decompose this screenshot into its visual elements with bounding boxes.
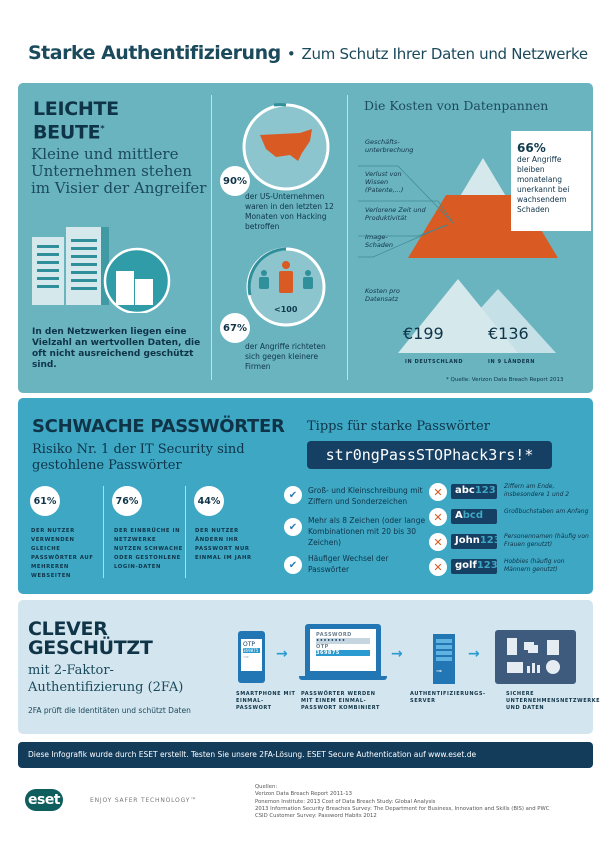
step-caption: Sichere Unternehmensnetzwerke und Daten: [506, 691, 601, 711]
weak-password-example: John123: [451, 534, 501, 549]
example-password: str0ngPassSTOPhack3rs!*: [307, 441, 552, 469]
costs-title: Die Kosten von Datenpannen: [364, 98, 549, 113]
weak-password-reason: Personennamen (häufig von Frauen genutzt…: [504, 533, 589, 548]
germany-value: €199: [403, 324, 444, 343]
cost-label: Verlust von Wissen (Patente,...): [365, 170, 404, 194]
weak-password-example: Abcd: [451, 509, 497, 524]
section-lead: Risiko Nr. 1 der IT Security sind gestoh…: [32, 442, 245, 473]
stat-text: der Nutzer ändern ihr Passwort nur einma…: [195, 528, 252, 561]
source-item: 2013 Information Security Breaches Surve…: [255, 805, 550, 812]
section-2fa: CLEVER GESCHÜTZT mit 2-Faktor-Authentifiz…: [18, 600, 601, 734]
stat-text: der Nutzer verwenden gleiche Passwörter …: [31, 528, 94, 579]
cross-icon: ✕: [429, 508, 447, 526]
arrow-icon: →: [468, 646, 480, 662]
tip-do: Groß- und Kleinschreibung mit Ziffern un…: [308, 486, 423, 506]
section-heading: LEICHTE BEUTE*: [33, 98, 119, 144]
laptop-base: [299, 676, 387, 680]
people-label: <100: [274, 305, 298, 314]
check-icon: ✔: [284, 556, 302, 574]
check-icon: ✔: [284, 518, 302, 536]
divider: [185, 486, 186, 578]
stat-badge: 67%: [220, 313, 250, 343]
cross-icon: ✕: [429, 483, 447, 501]
section-weak-passwords: SCHWACHE PASSWÖRTER Risiko Nr. 1 der IT …: [18, 398, 593, 594]
cost-label: Image-Schaden: [365, 233, 394, 249]
divider: [347, 95, 348, 380]
otp-label: OTP: [243, 641, 256, 648]
check-icon: ✔: [284, 486, 302, 504]
divider: [211, 95, 212, 380]
cost-label: Verlorene Zeit und Produktivität: [365, 206, 426, 222]
stat-badge: 76%: [112, 486, 142, 516]
footer-bar: Diese Infografik wurde durch ESET erstel…: [18, 742, 593, 768]
section-heading: SCHWACHE PASSWÖRTER: [32, 416, 285, 437]
section-lead: Kleine und mittlere Unternehmen stehen i…: [31, 145, 207, 197]
cross-icon: ✕: [429, 558, 447, 576]
password-mask: ••••••••: [316, 638, 370, 644]
eset-logo: eset: [25, 789, 63, 811]
arrow-icon: →: [276, 646, 288, 662]
stat-badge: 61%: [30, 486, 60, 516]
germany-label: in Deutschland: [405, 359, 464, 365]
stat-badge: 90%: [220, 166, 250, 196]
tip-do: Mehr als 8 Zeichen (oder lange Kombinati…: [308, 516, 426, 547]
secure-network-icon: [495, 630, 576, 684]
section-body: In den Netzwerken liegen eine Vielzahl a…: [32, 327, 201, 370]
server-icon: ⊸: [433, 634, 455, 684]
source-item: Verizon Data Breach Report 2011-13: [255, 791, 353, 798]
cost-label: Geschäfts-unterbrechung: [365, 138, 414, 154]
source-item: CSID Customer Survey: Password Habits 20…: [255, 813, 377, 820]
tip-do: Häufiger Wechsel der Passwörter: [308, 554, 389, 574]
laptop-icon: PASSWORD •••••••• OTP 369875: [305, 624, 381, 676]
stat-badge: 44%: [194, 486, 224, 516]
tips-title: Tipps für starke Passwörter: [307, 419, 490, 434]
otp-code: 369875: [243, 648, 260, 653]
brand-tagline: ENJOY SAFER TECHNOLOGY™: [90, 797, 197, 804]
weak-password-reason: Ziffern am Ende, insbesondere 1 und 2: [504, 483, 570, 498]
arrow-icon: →: [391, 646, 403, 662]
smartphone-icon: OTP 369875 ⊸: [238, 631, 265, 683]
countries-label: in 9 Ländern: [488, 359, 536, 365]
cross-icon: ✕: [429, 533, 447, 551]
sources: Quellen: Verizon Data Breach Report 2011…: [255, 784, 549, 820]
stat-text: der US-Unternehmen waren in den letzten …: [245, 192, 334, 231]
weak-password-reason: Großbuchstaben am Anfang: [504, 508, 589, 515]
step-caption: Authentifizierungs-Server: [410, 691, 486, 704]
source-item: Ponemon Institute: 2013 Cost of Data Bre…: [255, 798, 436, 805]
stat-text: der Angriffe richteten sich gegen kleine…: [245, 342, 326, 371]
step-caption: Smartphone mit Einmal-Passwort: [236, 691, 296, 711]
callout-value: 66%: [517, 141, 546, 155]
countries-value: €136: [488, 324, 529, 343]
step-caption: Passwörter werden mit einem Einmal-Passw…: [301, 691, 381, 711]
us-map-globe-icon: [242, 103, 330, 191]
otp-code: 369875: [316, 650, 370, 656]
weak-password-example: golf123: [451, 559, 498, 574]
per-record-label: Kosten pro Datensatz: [365, 287, 400, 303]
source-note: * Quelle: Verizon Data Breach Report 201…: [446, 377, 564, 383]
callout-box: 66% der Angriffe bleiben monatelang uner…: [511, 131, 591, 231]
buildings-icon: [32, 227, 171, 313]
people-icon: [246, 247, 326, 327]
callout-text: der Angriffe bleiben monatelang unerkann…: [517, 155, 570, 214]
page-title: Starke Authentifizierung • Zum Schutz Ih…: [28, 42, 588, 64]
sources-title: Quellen:: [255, 784, 278, 790]
weak-password-example: abc123: [451, 484, 497, 499]
password-label: PASSWORD: [316, 632, 352, 638]
section-body: 2FA prüft die Identitäten und schützt Da…: [28, 706, 191, 715]
section-easy-prey: LEICHTE BEUTE* Kleine und mittlere Untern…: [18, 83, 593, 393]
weak-password-reason: Hobbies (häufig von Männern genutzt): [504, 558, 565, 573]
stat-text: der Einbrüche in Netzwerke nutzen schwac…: [114, 528, 183, 570]
section-lead: mit 2-Faktor-Authentifizierung (2FA): [28, 663, 184, 695]
key-icon: ⊸: [243, 653, 249, 661]
otp-label: OTP: [316, 644, 329, 650]
section-heading: CLEVER GESCHÜTZT: [28, 618, 153, 659]
divider: [103, 486, 104, 578]
